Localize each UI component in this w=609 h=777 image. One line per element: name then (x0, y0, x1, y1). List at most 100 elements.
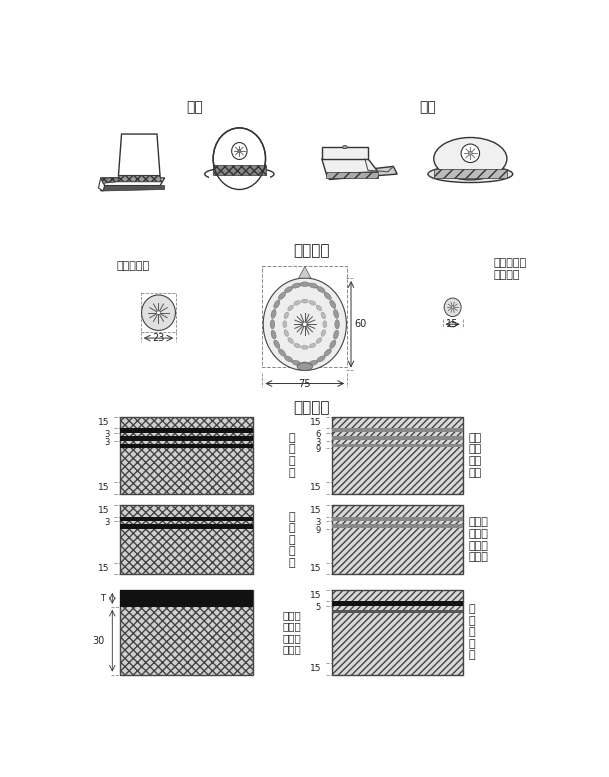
Bar (120, 416, 253, 493)
Text: 23: 23 (152, 333, 164, 343)
Ellipse shape (324, 292, 331, 300)
Ellipse shape (288, 338, 294, 343)
Ellipse shape (278, 292, 286, 300)
Ellipse shape (309, 283, 318, 288)
Bar (120, 436, 253, 441)
Bar (332, 505, 463, 574)
Bar (434, 169, 507, 178)
Bar (332, 416, 463, 493)
Ellipse shape (238, 149, 241, 152)
Polygon shape (322, 159, 378, 174)
Bar (262, 267, 347, 367)
Ellipse shape (270, 319, 275, 329)
Polygon shape (326, 166, 397, 179)
Ellipse shape (273, 340, 280, 348)
Ellipse shape (468, 152, 472, 155)
Ellipse shape (329, 300, 336, 308)
Text: 3: 3 (315, 518, 321, 528)
Ellipse shape (271, 309, 276, 319)
Ellipse shape (321, 312, 326, 319)
Text: 3: 3 (315, 437, 321, 447)
Bar (213, 165, 266, 175)
Bar (332, 428, 463, 432)
Bar (332, 444, 463, 448)
Bar (120, 505, 253, 574)
Text: あごひも留
め消防章: あごひも留 め消防章 (493, 258, 527, 280)
Ellipse shape (334, 309, 339, 319)
Bar (332, 517, 463, 521)
Polygon shape (100, 178, 119, 183)
Ellipse shape (141, 295, 175, 330)
Text: 9: 9 (315, 445, 321, 455)
Ellipse shape (297, 363, 312, 371)
Bar (120, 590, 253, 674)
Ellipse shape (303, 322, 307, 326)
Bar (332, 610, 463, 613)
Ellipse shape (273, 300, 280, 308)
Ellipse shape (321, 329, 326, 336)
Ellipse shape (283, 321, 287, 328)
Text: 15: 15 (97, 418, 109, 427)
Text: 消
防
司
令
長: 消 防 司 令 長 (469, 604, 476, 660)
Ellipse shape (329, 340, 336, 348)
Ellipse shape (292, 361, 301, 365)
Ellipse shape (324, 349, 331, 356)
Ellipse shape (292, 283, 301, 288)
Text: 3: 3 (104, 437, 109, 447)
Text: 6: 6 (315, 430, 321, 439)
Polygon shape (326, 172, 378, 178)
Ellipse shape (301, 299, 308, 303)
Bar (120, 524, 253, 529)
Ellipse shape (284, 329, 289, 336)
Polygon shape (298, 267, 311, 278)
Ellipse shape (284, 287, 293, 293)
Text: 15: 15 (309, 507, 321, 515)
Text: 女性: 女性 (186, 100, 203, 114)
Polygon shape (100, 186, 164, 191)
Ellipse shape (317, 356, 325, 362)
Ellipse shape (309, 343, 315, 348)
Ellipse shape (284, 312, 289, 319)
Polygon shape (322, 147, 368, 159)
Text: 周　　章: 周 章 (294, 400, 330, 415)
Ellipse shape (461, 144, 480, 162)
Ellipse shape (231, 142, 247, 159)
Text: 15: 15 (309, 664, 321, 674)
Ellipse shape (301, 346, 308, 350)
Ellipse shape (157, 311, 160, 315)
Text: 3: 3 (104, 518, 109, 528)
Ellipse shape (288, 305, 294, 311)
Polygon shape (118, 176, 161, 182)
Ellipse shape (317, 287, 325, 293)
Ellipse shape (271, 330, 276, 339)
Text: 消　消
防　防
正　防
監　監: 消 消 防 防 正 防 監 監 (469, 517, 488, 563)
Text: 15: 15 (309, 564, 321, 573)
Polygon shape (100, 178, 164, 186)
Text: 3: 3 (104, 430, 109, 439)
Ellipse shape (334, 330, 339, 339)
Text: 15: 15 (309, 591, 321, 600)
Ellipse shape (300, 362, 309, 367)
Text: 15: 15 (309, 418, 321, 427)
Ellipse shape (434, 138, 507, 179)
Ellipse shape (278, 349, 286, 356)
Text: 15: 15 (446, 319, 459, 329)
Bar (141, 294, 176, 332)
Ellipse shape (342, 145, 347, 148)
Bar (120, 428, 253, 433)
Ellipse shape (444, 298, 461, 316)
Ellipse shape (300, 282, 309, 287)
Ellipse shape (316, 338, 322, 343)
Ellipse shape (294, 301, 300, 305)
Text: 消
防
司
令: 消 防 司 令 (289, 433, 295, 478)
Text: T: T (100, 594, 105, 603)
Text: 15: 15 (97, 483, 109, 493)
Text: 消消消
防防防
副士士
士長長: 消消消 防防防 副士士 士長長 (283, 610, 301, 655)
Bar (120, 444, 253, 448)
Ellipse shape (428, 166, 513, 183)
Text: 30: 30 (93, 636, 105, 646)
Bar (120, 517, 253, 521)
Bar (332, 590, 463, 674)
Ellipse shape (284, 356, 293, 362)
Ellipse shape (213, 128, 266, 190)
